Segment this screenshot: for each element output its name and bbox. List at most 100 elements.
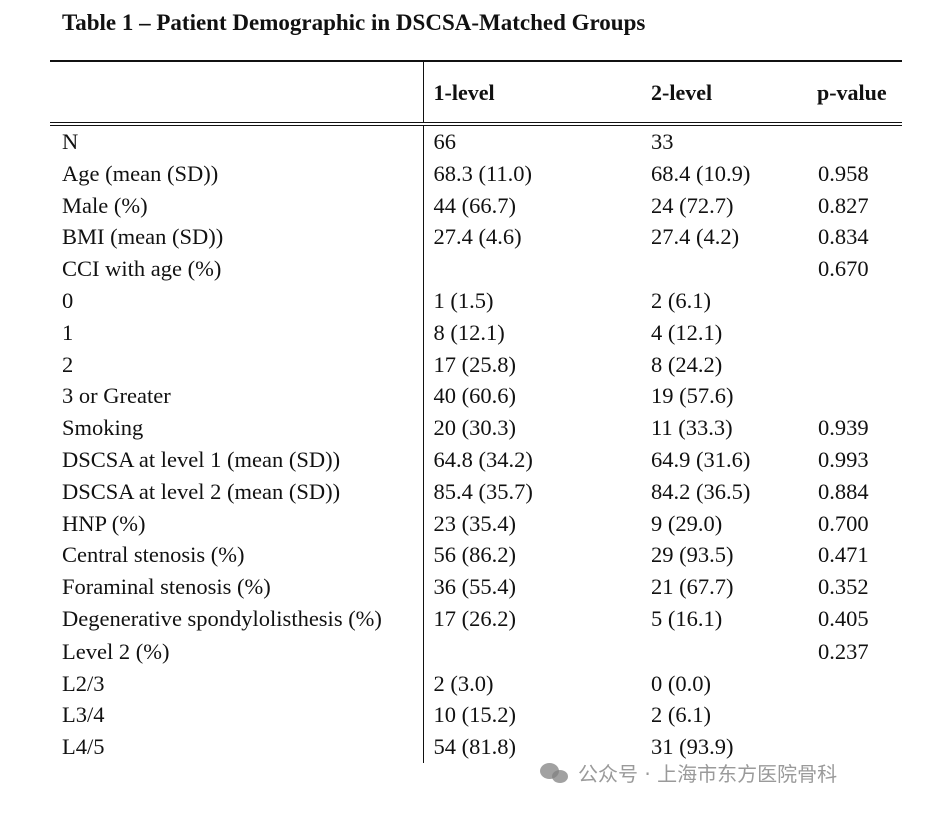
cell-p-value: 0.939: [818, 415, 869, 441]
cell-2-level: 11 (33.3): [651, 415, 733, 441]
cell-1-level: 54 (81.8): [433, 734, 517, 760]
row-label: L4/5: [50, 731, 424, 763]
cell-2-level: 21 (67.7): [651, 574, 734, 600]
cell-1-level: 68.3 (11.0): [433, 160, 533, 186]
table-row: CCI with age (%) 0.670: [50, 253, 902, 285]
cell-2-level: 2 (6.1): [651, 702, 711, 728]
row-label: DSCSA at level 1 (mean (SD)): [50, 443, 424, 476]
cell-1-level: 64.8 (34.2): [433, 446, 533, 472]
cell-1-level: 66: [433, 129, 457, 154]
table-row: 2 17 (25.8) 8 (24.2): [50, 348, 902, 381]
cell-1-level: 36 (55.4): [433, 574, 517, 600]
cell-p-value: [805, 668, 902, 700]
table-row: 0 1 (1.5) 2 (6.1): [50, 284, 902, 317]
row-label: 3 or Greater: [50, 380, 424, 413]
cell-2-level: 19 (57.6): [651, 383, 734, 409]
cell-2-level: 29 (93.5): [651, 542, 734, 568]
cell-2-level: 64.9 (31.6): [651, 446, 751, 472]
cell-p-value: [805, 124, 902, 158]
row-label: Male (%): [50, 189, 424, 222]
cell-p-value: [805, 317, 902, 349]
row-label: Foraminal stenosis (%): [50, 571, 424, 603]
cell-p-value: 0.834: [818, 224, 869, 250]
row-label: 1: [50, 316, 424, 349]
cell-2-level: 24 (72.7): [651, 192, 734, 218]
row-label: CCI with age (%): [50, 253, 424, 285]
table-row: Male (%) 44 (66.7) 24 (72.7) 0.827: [50, 189, 902, 222]
header-cell-2-level: 2-level: [641, 61, 805, 126]
header-cell-label: [50, 61, 424, 126]
cell-2-level: 2 (6.1): [651, 287, 711, 313]
row-label: L3/4: [50, 699, 424, 732]
cell-1-level: 56 (86.2): [433, 542, 517, 568]
cell-p-value: [805, 349, 902, 381]
header-row: 1-level 2-level p-value: [50, 61, 902, 126]
cell-1-level: 8 (12.1): [433, 319, 505, 345]
cell-2-level: [641, 253, 805, 285]
cell-1-level: 40 (60.6): [433, 383, 517, 409]
cell-p-value: [805, 699, 902, 731]
row-label: Level 2 (%): [50, 635, 424, 668]
cell-2-level: 31 (93.9): [651, 734, 734, 760]
cell-1-level: 10 (15.2): [433, 702, 517, 728]
table-row: L3/4 10 (15.2) 2 (6.1): [50, 699, 902, 732]
cell-p-value: 0.884: [818, 478, 869, 504]
row-label: BMI (mean (SD)): [50, 221, 424, 254]
cell-1-level: 20 (30.3): [433, 415, 517, 441]
row-label: Smoking: [50, 412, 424, 444]
cell-1-level: [423, 253, 641, 285]
cell-p-value: 0.670: [818, 256, 869, 282]
cell-1-level: 44 (66.7): [433, 192, 517, 218]
cell-1-level: 27.4 (4.6): [433, 224, 522, 250]
cell-2-level: 8 (24.2): [651, 351, 723, 377]
demographics-table: 1-level 2-level p-value N 66 33 Age (mean (…: [50, 60, 902, 763]
table-title: Table 1 – Patient Demographic in DSCSA-M…: [62, 10, 646, 35]
table-row: Level 2 (%) 0.237: [50, 635, 902, 668]
cell-1-level: 85.4 (35.7): [433, 478, 533, 504]
cell-1-level: 23 (35.4): [433, 510, 517, 536]
watermark-text: 公众号 · 上海市东方医院骨科: [578, 762, 838, 786]
cell-p-value: 0.405: [818, 605, 869, 631]
cell-2-level: 4 (12.1): [651, 319, 723, 345]
table-row: BMI (mean (SD)) 27.4 (4.6) 27.4 (4.2) 0.834: [50, 221, 902, 254]
cell-p-value: 0.993: [818, 446, 869, 472]
cell-p-value: 0.827: [818, 192, 869, 218]
cell-2-level: 33: [651, 129, 674, 154]
cell-2-level: 9 (29.0): [651, 510, 723, 536]
cell-p-value: 0.700: [818, 510, 869, 536]
watermark: 公众号 · 上海市东方医院骨科: [540, 758, 837, 787]
cell-1-level: 2 (3.0): [433, 670, 494, 696]
cell-2-level: [641, 636, 805, 668]
wechat-icon: [540, 761, 570, 785]
table-row: Smoking 20 (30.3) 11 (33.3) 0.939: [50, 412, 902, 444]
row-label: N: [50, 124, 424, 158]
row-label: 2: [50, 348, 424, 381]
table-row: HNP (%) 23 (35.4) 9 (29.0) 0.700: [50, 507, 902, 540]
table-row: 3 or Greater 40 (60.6) 19 (57.6): [50, 380, 902, 413]
table-row: Degenerative spondylolisthesis (%) 17 (26…: [50, 602, 902, 636]
cell-2-level: 27.4 (4.2): [651, 224, 740, 250]
cell-2-level: 0 (0.0): [651, 670, 711, 696]
cell-p-value: [805, 380, 902, 412]
table-row: Central stenosis (%) 56 (86.2) 29 (93.5) 0.…: [50, 539, 902, 572]
cell-1-level: 17 (26.2): [433, 605, 517, 631]
cell-p-value: 0.471: [818, 542, 869, 568]
row-label: 0: [50, 284, 424, 317]
row-label: L2/3: [50, 667, 424, 700]
table-row: Foraminal stenosis (%) 36 (55.4) 21 (67.7)…: [50, 571, 902, 603]
row-label: DSCSA at level 2 (mean (SD)): [50, 475, 424, 508]
row-label: Central stenosis (%): [50, 539, 424, 572]
table-row: Age (mean (SD)) 68.3 (11.0) 68.4 (10.9) 0.9…: [50, 157, 902, 190]
table-row: N 66 33: [50, 124, 902, 158]
row-label: Age (mean (SD)): [50, 157, 424, 190]
table-row: L4/5 54 (81.8) 31 (93.9): [50, 731, 902, 763]
table-row: 1 8 (12.1) 4 (12.1): [50, 316, 902, 349]
header-cell-1-level: 1-level: [423, 61, 641, 126]
table-row: DSCSA at level 1 (mean (SD)) 64.8 (34.2) 6…: [50, 443, 902, 476]
row-label: Degenerative spondylolisthesis (%): [50, 602, 424, 636]
cell-2-level: 68.4 (10.9): [651, 160, 751, 186]
table-row: L2/3 2 (3.0) 0 (0.0): [50, 667, 902, 700]
cell-1-level: 17 (25.8): [433, 351, 517, 377]
cell-1-level: [423, 636, 641, 668]
cell-2-level: 5 (16.1): [651, 605, 723, 631]
